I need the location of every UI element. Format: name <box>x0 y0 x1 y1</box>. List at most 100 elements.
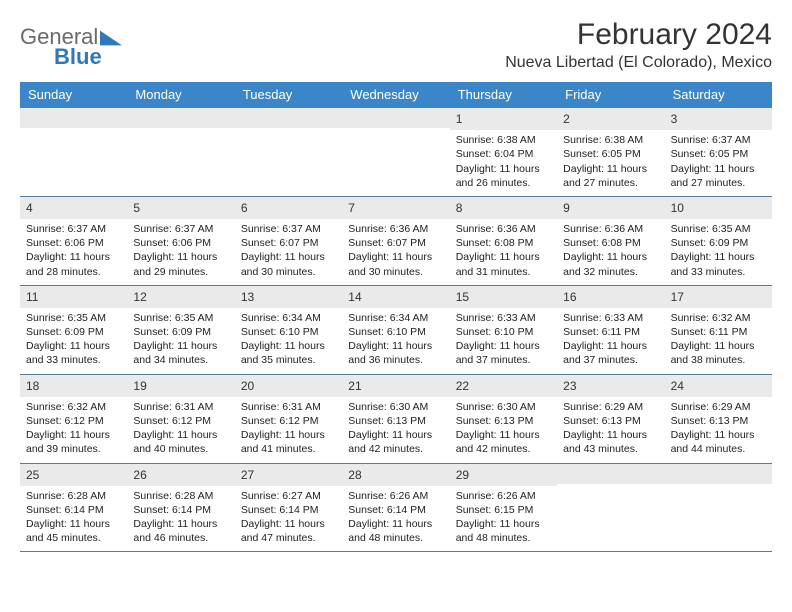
day-details: Sunrise: 6:28 AMSunset: 6:14 PMDaylight:… <box>127 486 234 552</box>
day-details: Sunrise: 6:35 AMSunset: 6:09 PMDaylight:… <box>665 219 772 285</box>
day-details: Sunrise: 6:32 AMSunset: 6:12 PMDaylight:… <box>20 397 127 463</box>
day-number: 5 <box>127 197 234 219</box>
day-number: 15 <box>450 286 557 308</box>
sunset-line: Sunset: 6:06 PM <box>133 236 228 250</box>
day-number: 19 <box>127 375 234 397</box>
sunset-line: Sunset: 6:12 PM <box>133 414 228 428</box>
day-details: Sunrise: 6:34 AMSunset: 6:10 PMDaylight:… <box>235 308 342 374</box>
calendar-cell: 9Sunrise: 6:36 AMSunset: 6:08 PMDaylight… <box>557 197 664 285</box>
sunrise-line: Sunrise: 6:36 AM <box>348 222 443 236</box>
day-details: Sunrise: 6:34 AMSunset: 6:10 PMDaylight:… <box>342 308 449 374</box>
calendar-cell: 4Sunrise: 6:37 AMSunset: 6:06 PMDaylight… <box>20 197 127 285</box>
sunset-line: Sunset: 6:10 PM <box>456 325 551 339</box>
day-details <box>557 484 664 493</box>
day-number: 16 <box>557 286 664 308</box>
title-block: February 2024 Nueva Libertad (El Colorad… <box>505 18 772 72</box>
sunset-line: Sunset: 6:15 PM <box>456 503 551 517</box>
day-number: 21 <box>342 375 449 397</box>
day-number: 18 <box>20 375 127 397</box>
daylight-line: Daylight: 11 hours and 37 minutes. <box>456 339 551 367</box>
day-number: 4 <box>20 197 127 219</box>
daylight-line: Daylight: 11 hours and 26 minutes. <box>456 162 551 190</box>
sunrise-line: Sunrise: 6:31 AM <box>241 400 336 414</box>
sunset-line: Sunset: 6:14 PM <box>133 503 228 517</box>
sunrise-line: Sunrise: 6:30 AM <box>348 400 443 414</box>
day-number: 2 <box>557 108 664 130</box>
daylight-line: Daylight: 11 hours and 30 minutes. <box>241 250 336 278</box>
sunset-line: Sunset: 6:11 PM <box>563 325 658 339</box>
calendar-cell: 22Sunrise: 6:30 AMSunset: 6:13 PMDayligh… <box>450 375 557 463</box>
sunrise-line: Sunrise: 6:36 AM <box>563 222 658 236</box>
sunrise-line: Sunrise: 6:32 AM <box>671 311 766 325</box>
day-number: 20 <box>235 375 342 397</box>
sunset-line: Sunset: 6:05 PM <box>671 147 766 161</box>
sunrise-line: Sunrise: 6:37 AM <box>26 222 121 236</box>
day-details: Sunrise: 6:29 AMSunset: 6:13 PMDaylight:… <box>665 397 772 463</box>
calendar-cell: 18Sunrise: 6:32 AMSunset: 6:12 PMDayligh… <box>20 375 127 463</box>
daylight-line: Daylight: 11 hours and 29 minutes. <box>133 250 228 278</box>
sunset-line: Sunset: 6:09 PM <box>26 325 121 339</box>
day-number: 26 <box>127 464 234 486</box>
header: GeneralBlue February 2024 Nueva Libertad… <box>20 18 772 72</box>
daylight-line: Daylight: 11 hours and 42 minutes. <box>348 428 443 456</box>
sunset-line: Sunset: 6:07 PM <box>241 236 336 250</box>
sunset-line: Sunset: 6:06 PM <box>26 236 121 250</box>
sunrise-line: Sunrise: 6:28 AM <box>26 489 121 503</box>
day-number: 11 <box>20 286 127 308</box>
day-number: 7 <box>342 197 449 219</box>
daylight-line: Daylight: 11 hours and 41 minutes. <box>241 428 336 456</box>
weekday-monday: Monday <box>127 82 234 107</box>
sunset-line: Sunset: 6:13 PM <box>671 414 766 428</box>
sunset-line: Sunset: 6:07 PM <box>348 236 443 250</box>
sunrise-line: Sunrise: 6:36 AM <box>456 222 551 236</box>
day-details: Sunrise: 6:27 AMSunset: 6:14 PMDaylight:… <box>235 486 342 552</box>
sunrise-line: Sunrise: 6:33 AM <box>563 311 658 325</box>
daylight-line: Daylight: 11 hours and 37 minutes. <box>563 339 658 367</box>
day-number: 9 <box>557 197 664 219</box>
sunrise-line: Sunrise: 6:26 AM <box>348 489 443 503</box>
calendar-cell: 28Sunrise: 6:26 AMSunset: 6:14 PMDayligh… <box>342 464 449 552</box>
calendar-row: 18Sunrise: 6:32 AMSunset: 6:12 PMDayligh… <box>20 374 772 463</box>
calendar-cell: 17 Sunrise: 6:32 AMSunset: 6:11 PMDayligh… <box>665 286 772 374</box>
daylight-line: Daylight: 11 hours and 33 minutes. <box>671 250 766 278</box>
day-number: 12 <box>127 286 234 308</box>
day-details: Sunrise: 6:28 AMSunset: 6:14 PMDaylight:… <box>20 486 127 552</box>
sunrise-line: Sunrise: 6:38 AM <box>456 133 551 147</box>
brand-right: Blue <box>20 44 102 70</box>
sunrise-line: Sunrise: 6:35 AM <box>671 222 766 236</box>
day-number: 22 <box>450 375 557 397</box>
day-details <box>235 128 342 137</box>
sunrise-line: Sunrise: 6:34 AM <box>241 311 336 325</box>
calendar-cell <box>557 464 664 552</box>
daylight-line: Daylight: 11 hours and 39 minutes. <box>26 428 121 456</box>
calendar-cell: 29Sunrise: 6:26 AMSunset: 6:15 PMDayligh… <box>450 464 557 552</box>
calendar-cell: 2Sunrise: 6:38 AMSunset: 6:05 PMDaylight… <box>557 108 664 196</box>
daylight-line: Daylight: 11 hours and 46 minutes. <box>133 517 228 545</box>
sunset-line: Sunset: 6:11 PM <box>671 325 766 339</box>
day-number: 1 <box>450 108 557 130</box>
sunrise-line: Sunrise: 6:37 AM <box>241 222 336 236</box>
calendar-cell: 19Sunrise: 6:31 AMSunset: 6:12 PMDayligh… <box>127 375 234 463</box>
day-number: 23 <box>557 375 664 397</box>
calendar: SundayMondayTuesdayWednesdayThursdayFrid… <box>20 82 772 552</box>
day-details: Sunrise: 6:36 AMSunset: 6:08 PMDaylight:… <box>557 219 664 285</box>
weekday-wednesday: Wednesday <box>342 82 449 107</box>
day-details: Sunrise: 6:38 AMSunset: 6:05 PMDaylight:… <box>557 130 664 196</box>
day-details: Sunrise: 6:37 AMSunset: 6:06 PMDaylight:… <box>127 219 234 285</box>
calendar-cell: 13Sunrise: 6:34 AMSunset: 6:10 PMDayligh… <box>235 286 342 374</box>
sunset-line: Sunset: 6:10 PM <box>241 325 336 339</box>
calendar-cell: 11Sunrise: 6:35 AMSunset: 6:09 PMDayligh… <box>20 286 127 374</box>
calendar-cell: 12Sunrise: 6:35 AMSunset: 6:09 PMDayligh… <box>127 286 234 374</box>
calendar-cell: 25Sunrise: 6:28 AMSunset: 6:14 PMDayligh… <box>20 464 127 552</box>
day-details: Sunrise: 6:30 AMSunset: 6:13 PMDaylight:… <box>342 397 449 463</box>
daylight-line: Daylight: 11 hours and 38 minutes. <box>671 339 766 367</box>
calendar-cell: 6Sunrise: 6:37 AMSunset: 6:07 PMDaylight… <box>235 197 342 285</box>
day-details <box>127 128 234 137</box>
day-number: 17 <box>665 286 772 308</box>
calendar-cell: 8Sunrise: 6:36 AMSunset: 6:08 PMDaylight… <box>450 197 557 285</box>
sunset-line: Sunset: 6:04 PM <box>456 147 551 161</box>
daylight-line: Daylight: 11 hours and 27 minutes. <box>563 162 658 190</box>
weekday-header: SundayMondayTuesdayWednesdayThursdayFrid… <box>20 82 772 107</box>
sunset-line: Sunset: 6:13 PM <box>563 414 658 428</box>
daylight-line: Daylight: 11 hours and 48 minutes. <box>456 517 551 545</box>
